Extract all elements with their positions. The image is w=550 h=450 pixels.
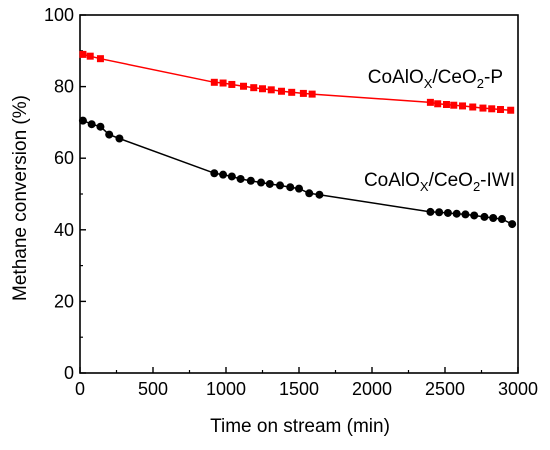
data-point — [308, 90, 316, 98]
x-tick-label: 0 — [75, 379, 85, 399]
series-label-2: CoAlOX/CeO2-IWI — [364, 170, 515, 194]
ticks: 0 500 1000 1500 2000 2500 3000 0 20 40 60 80 100 — [44, 5, 538, 399]
x-tick-label: 2500 — [425, 379, 465, 399]
data-point — [240, 82, 248, 90]
data-point — [480, 212, 489, 221]
data-point — [236, 174, 245, 183]
data-point — [246, 176, 255, 185]
data-point — [479, 104, 487, 112]
data-point — [286, 183, 295, 192]
series-label-1: CoAlOX/CeO2-P — [368, 67, 503, 91]
y-tick-label: 100 — [44, 5, 74, 25]
data-point — [87, 120, 96, 129]
data-point — [442, 101, 450, 108]
data-point — [426, 98, 434, 106]
data-point — [288, 88, 296, 96]
data-point — [210, 169, 219, 178]
x-tick-label: 500 — [138, 379, 168, 399]
y-tick-label: 0 — [64, 363, 74, 383]
data-point — [469, 103, 477, 111]
data-point — [508, 220, 517, 229]
data-point — [228, 80, 236, 88]
data-point — [299, 89, 307, 97]
data-point — [507, 106, 515, 114]
data-point — [86, 52, 94, 60]
data-point — [96, 55, 104, 63]
x-tick-label: 3000 — [498, 379, 538, 399]
data-point — [450, 101, 458, 109]
data-point — [295, 184, 303, 193]
data-point — [435, 208, 444, 217]
x-tick-label: 1500 — [279, 379, 319, 399]
data-point — [470, 211, 479, 220]
data-point — [497, 215, 506, 224]
data-point — [259, 85, 266, 93]
series-2 — [78, 116, 517, 229]
data-point — [488, 105, 496, 113]
x-tick-label: 2000 — [352, 379, 392, 399]
data-point — [434, 100, 442, 108]
x-tick-label: 1000 — [206, 379, 246, 399]
data-point — [426, 207, 435, 216]
data-point — [219, 170, 228, 179]
data-point — [265, 179, 274, 188]
data-point — [210, 78, 218, 86]
data-point — [250, 84, 258, 92]
data-point — [227, 172, 236, 181]
data-point — [459, 102, 467, 110]
data-point — [315, 190, 324, 199]
x-axis-title: Time on stream (min) — [210, 416, 390, 437]
data-point — [443, 208, 452, 217]
data-point — [267, 86, 275, 94]
y-axis-title: Methane conversion (%) — [10, 95, 31, 301]
data-point — [115, 134, 124, 143]
series-1 — [79, 50, 515, 114]
data-point — [461, 210, 470, 219]
data-point — [276, 181, 285, 190]
data-point — [305, 189, 314, 198]
data-point — [79, 50, 87, 58]
data-point — [219, 79, 227, 87]
data-point — [105, 130, 114, 139]
data-point — [257, 178, 266, 187]
data-point — [452, 209, 461, 218]
data-point — [496, 106, 504, 114]
data-point — [78, 116, 87, 125]
series-labels: CoAlOX/CeO2-P CoAlOX/CeO2-IWI — [364, 67, 515, 194]
y-tick-label: 20 — [54, 291, 74, 311]
data-point — [277, 87, 285, 95]
y-tick-label: 40 — [54, 220, 74, 240]
data-point — [96, 122, 105, 131]
y-tick-label: 60 — [54, 148, 74, 168]
data-point — [489, 213, 498, 222]
series-group — [78, 50, 517, 229]
y-tick-label: 80 — [54, 77, 74, 97]
